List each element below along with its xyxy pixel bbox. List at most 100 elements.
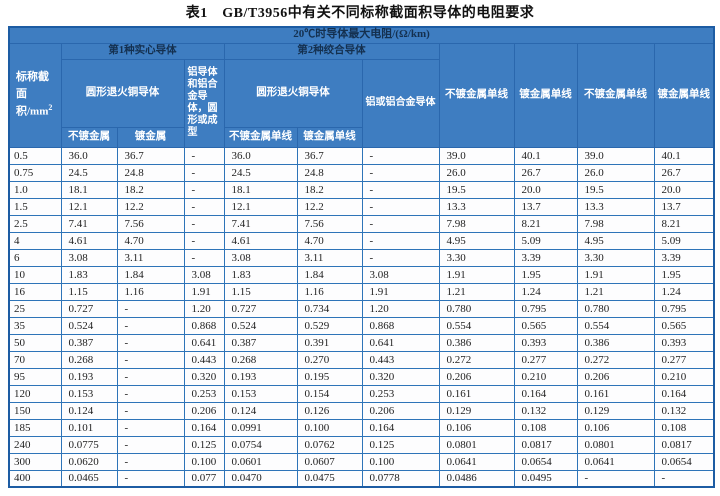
resistance-value-cell: 3.08 <box>361 265 440 284</box>
resistance-value-cell: - <box>653 469 715 488</box>
resistance-value-cell: 12.2 <box>296 197 363 216</box>
resistance-value-cell: 40.1 <box>653 146 715 165</box>
resistance-value-cell: 1.16 <box>296 282 363 301</box>
resistance-value-cell: 0.386 <box>438 333 515 352</box>
resistance-value-cell: 0.320 <box>183 367 225 386</box>
resistance-value-cell: 7.98 <box>438 214 515 233</box>
resistance-value-cell: 0.0801 <box>576 435 655 454</box>
col-header-unplated: 不镀金属 <box>60 126 118 148</box>
resistance-value-cell: 4.70 <box>116 231 185 250</box>
resistance-value-cell: - <box>116 299 185 318</box>
col-header-plated-wire-b: 镀金属单线 <box>653 42 715 148</box>
resistance-value-cell: 0.277 <box>653 350 715 369</box>
resistance-value-cell: 24.5 <box>60 163 118 182</box>
resistance-value-cell: 39.0 <box>576 146 655 165</box>
resistance-value-cell: 0.387 <box>60 333 118 352</box>
resistance-value-cell: 0.108 <box>653 418 715 437</box>
header-row-1: 20℃时导体最大电阻/(Ω/km) <box>8 26 715 44</box>
resistance-value-cell: 0.277 <box>513 350 578 369</box>
table-row: 0.5 36.0 36.7-36.0 36.7-39.0 40.1 39.0 40.1 <box>8 146 715 165</box>
area-header-line1: 标称截 <box>16 71 49 84</box>
resistance-value-cell: 12.2 <box>116 197 185 216</box>
resistance-value-cell: 0.106 <box>576 418 655 437</box>
resistance-value-cell: - <box>116 367 185 386</box>
resistance-value-cell: 1.95 <box>653 265 715 284</box>
resistance-value-cell: 1.84 <box>296 265 363 284</box>
nominal-area-cell: 2.5 <box>8 214 62 233</box>
table-row: 400 0.0465-0.077 0.0470 0.0475 0.0778 0.0486 0… <box>8 469 715 488</box>
resistance-value-cell: 18.1 <box>60 180 118 199</box>
resistance-value-cell: 3.11 <box>296 248 363 267</box>
table-row: 1.0 18.1 18.2-18.1 18.2-19.5 20.0 19.5 20.0 <box>8 180 715 199</box>
resistance-value-cell: 0.268 <box>223 350 298 369</box>
resistance-value-cell: 24.5 <box>223 163 298 182</box>
resistance-value-cell: 40.1 <box>513 146 578 165</box>
resistance-value-cell: 0.206 <box>183 401 225 420</box>
resistance-value-cell: 0.129 <box>576 401 655 420</box>
resistance-value-cell: 3.39 <box>513 248 578 267</box>
resistance-value-cell: 0.443 <box>183 350 225 369</box>
resistance-value-cell: 0.206 <box>361 401 440 420</box>
resistance-value-cell: 5.09 <box>653 231 715 250</box>
resistance-value-cell: - <box>183 146 225 165</box>
resistance-value-cell: 0.393 <box>653 333 715 352</box>
resistance-value-cell: 0.0801 <box>438 435 515 454</box>
resistance-value-cell: - <box>116 401 185 420</box>
resistance-value-cell: 0.734 <box>296 299 363 318</box>
resistance-value-cell: 20.0 <box>653 180 715 199</box>
resistance-value-cell: 0.0601 <box>223 452 298 471</box>
resistance-value-cell: 4.61 <box>223 231 298 250</box>
resistance-value-cell: 0.077 <box>183 469 225 488</box>
resistance-value-cell: 0.154 <box>296 384 363 403</box>
resistance-value-cell: 0.0465 <box>60 469 118 488</box>
nominal-area-cell: 25 <box>8 299 62 318</box>
resistance-value-cell: 5.09 <box>513 231 578 250</box>
nominal-area-cell: 16 <box>8 282 62 301</box>
table-header: 20℃时导体最大电阻/(Ω/km) 标称截 面积/mm2 第1种实心导体 第2种… <box>8 26 715 148</box>
resistance-value-cell: - <box>116 452 185 471</box>
resistance-value-cell: 26.7 <box>653 163 715 182</box>
resistance-value-cell: - <box>116 469 185 488</box>
resistance-value-cell: - <box>183 197 225 216</box>
resistance-value-cell: 24.8 <box>296 163 363 182</box>
resistance-value-cell: 0.0641 <box>438 452 515 471</box>
nominal-area-cell: 10 <box>8 265 62 284</box>
nominal-area-cell: 95 <box>8 367 62 386</box>
resistance-value-cell: 7.41 <box>60 214 118 233</box>
resistance-value-cell: 0.0991 <box>223 418 298 437</box>
resistance-value-cell: 0.100 <box>361 452 440 471</box>
resistance-value-cell: 0.795 <box>653 299 715 318</box>
resistance-value-cell: - <box>361 146 440 165</box>
resistance-value-cell: 1.21 <box>438 282 515 301</box>
resistance-value-cell: 0.125 <box>361 435 440 454</box>
nominal-area-cell: 6 <box>8 248 62 267</box>
resistance-value-cell: - <box>361 180 440 199</box>
resistance-value-cell: 0.161 <box>438 384 515 403</box>
resistance-value-cell: 0.253 <box>361 384 440 403</box>
resistance-value-cell: 0.132 <box>653 401 715 420</box>
resistance-value-cell: 0.0654 <box>653 452 715 471</box>
table-row: 120 0.153-0.253 0.153 0.154 0.253 0.161 0.164 0… <box>8 384 715 403</box>
table-row: 1.5 12.1 12.2-12.1 12.2-13.3 13.7 13.3 13.7 <box>8 197 715 216</box>
header-row-2: 标称截 面积/mm2 第1种实心导体 第2种绞合导体 不镀金属单线 镀金属单线 … <box>8 42 715 148</box>
resistance-value-cell: 0.132 <box>513 401 578 420</box>
resistance-value-cell: 0.0620 <box>60 452 118 471</box>
resistance-value-cell: 39.0 <box>438 146 515 165</box>
resistance-value-cell: 0.727 <box>223 299 298 318</box>
resistance-value-cell: - <box>116 384 185 403</box>
resistance-value-cell: 0.253 <box>183 384 225 403</box>
resistance-value-cell: 0.164 <box>653 384 715 403</box>
resistance-value-cell: 1.91 <box>361 282 440 301</box>
resistance-value-cell: 3.08 <box>223 248 298 267</box>
resistance-value-cell: - <box>116 435 185 454</box>
resistance-value-cell: 18.1 <box>223 180 298 199</box>
resistance-value-cell: 36.7 <box>296 146 363 165</box>
resistance-value-cell: - <box>116 350 185 369</box>
col-header-unplated-wire-b: 不镀金属单线 <box>576 42 655 148</box>
resistance-value-cell: 1.83 <box>60 265 118 284</box>
resistance-value-cell: 3.11 <box>116 248 185 267</box>
table-row: 10 1.83 1.84 3.08 1.83 1.84 3.08 1.91 1.95 1.91 1.… <box>8 265 715 284</box>
resistance-value-cell: 0.565 <box>513 316 578 335</box>
resistance-value-cell: 0.0817 <box>513 435 578 454</box>
